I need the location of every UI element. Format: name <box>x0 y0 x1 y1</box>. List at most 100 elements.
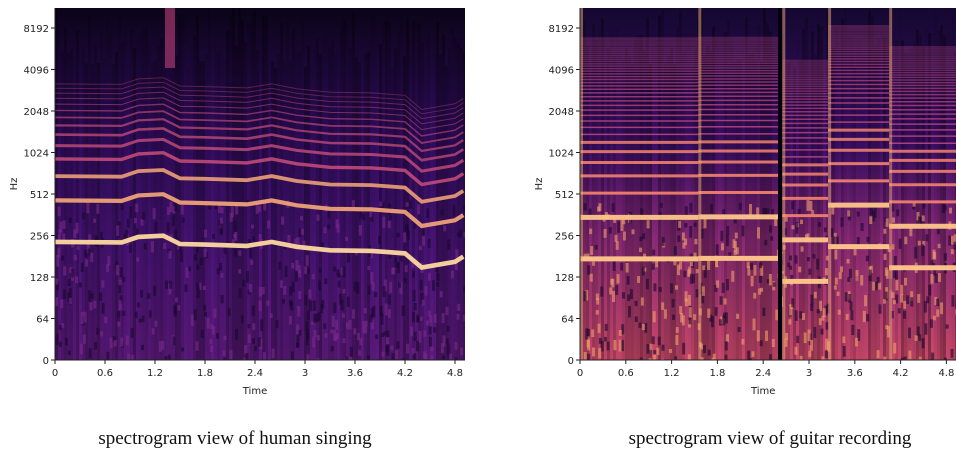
noise <box>88 290 92 302</box>
noise <box>447 239 451 247</box>
noise <box>321 299 325 309</box>
noise <box>298 51 301 360</box>
noise <box>361 66 364 418</box>
noise <box>391 267 395 275</box>
noise <box>794 346 798 355</box>
noise <box>591 329 595 338</box>
noise <box>260 319 264 332</box>
noise <box>616 274 620 284</box>
noise <box>936 298 940 306</box>
x-tick-label: 3.6 <box>847 368 863 379</box>
noise <box>883 36 886 360</box>
noise <box>238 269 242 274</box>
noise <box>327 224 331 229</box>
noise <box>810 340 814 351</box>
noise <box>892 300 896 305</box>
y-tick-label: 1024 <box>549 149 574 160</box>
noise <box>57 206 61 217</box>
noise <box>719 296 723 305</box>
noise <box>335 332 339 340</box>
noise <box>948 235 952 246</box>
x-tick-label: 0 <box>52 368 58 379</box>
noise <box>799 311 803 319</box>
noise <box>751 53 754 360</box>
noise <box>756 330 760 342</box>
noise <box>452 204 456 217</box>
noise <box>235 328 239 340</box>
noise <box>57 247 61 258</box>
noise <box>217 203 221 213</box>
noise <box>333 302 337 314</box>
noise <box>436 22 439 360</box>
noise <box>357 332 361 341</box>
noise <box>447 244 451 250</box>
noise <box>819 300 823 311</box>
noise <box>203 304 207 311</box>
noise <box>726 334 730 342</box>
noise <box>864 295 868 307</box>
noise <box>381 332 385 337</box>
noise <box>85 259 89 267</box>
noise <box>816 309 820 314</box>
noise <box>916 29 919 360</box>
noise <box>358 62 361 360</box>
noise <box>412 20 415 360</box>
noise <box>298 270 302 278</box>
noise <box>222 350 226 356</box>
noise <box>61 323 65 328</box>
noise <box>351 200 355 207</box>
noise <box>67 53 70 360</box>
noise <box>208 204 212 210</box>
gap <box>778 8 782 360</box>
noise <box>689 260 693 267</box>
noise <box>463 232 465 238</box>
noise <box>626 276 630 285</box>
noise <box>865 53 868 360</box>
x-tick-label: 2.4 <box>755 368 771 379</box>
noise <box>886 37 889 360</box>
noise <box>808 47 811 360</box>
noise <box>218 220 222 226</box>
noise <box>340 267 344 276</box>
noise <box>200 329 204 338</box>
noise <box>703 345 707 354</box>
noise <box>909 225 913 237</box>
noise <box>769 225 773 233</box>
noise <box>609 287 613 295</box>
noise <box>294 238 298 246</box>
noise <box>825 338 829 350</box>
noise <box>606 341 610 351</box>
noise <box>878 282 882 290</box>
noise <box>58 25 61 360</box>
noise <box>283 285 287 295</box>
noise <box>769 31 772 360</box>
noise <box>148 310 152 318</box>
noise <box>736 59 739 360</box>
noise <box>733 250 737 256</box>
noise <box>887 325 891 338</box>
noise <box>878 304 882 314</box>
noise <box>857 329 861 341</box>
noise <box>397 31 400 360</box>
noise <box>714 285 718 292</box>
noise <box>694 49 697 360</box>
noise <box>412 290 416 302</box>
noise <box>446 325 450 332</box>
noise <box>261 286 265 295</box>
x-tick-label: 3 <box>302 368 308 379</box>
noise <box>825 255 829 261</box>
noise <box>255 202 259 214</box>
noise <box>598 347 602 359</box>
noise <box>436 282 440 287</box>
noise <box>55 8 58 360</box>
noise <box>439 54 442 360</box>
noise <box>754 59 757 360</box>
noise <box>771 209 775 219</box>
noise <box>831 205 835 215</box>
noise <box>850 310 854 321</box>
noise <box>55 278 59 285</box>
noise <box>94 46 97 360</box>
noise <box>233 233 237 239</box>
noise <box>824 350 828 359</box>
noise <box>316 335 320 341</box>
